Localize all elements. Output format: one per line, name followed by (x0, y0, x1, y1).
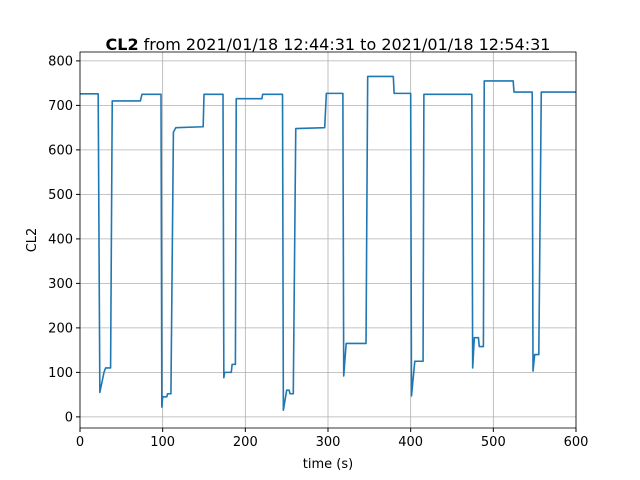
x-axis-label: time (s) (303, 457, 353, 472)
y-tick-label: 500 (48, 188, 73, 203)
x-tick-label: 500 (481, 435, 506, 450)
y-tick-label: 600 (48, 143, 73, 158)
y-tick-label: 700 (48, 99, 73, 114)
x-tick-label: 100 (150, 435, 175, 450)
y-axis-label: CL2 (25, 228, 40, 253)
title-rest: from 2021/01/18 12:44:31 to 2021/01/18 1… (144, 35, 551, 54)
data-line (80, 75, 576, 411)
x-tick-label: 0 (76, 435, 84, 450)
title-bold: CL2 (106, 35, 139, 54)
x-tick-label: 600 (564, 435, 589, 450)
y-tick-label: 300 (48, 277, 73, 292)
y-tick-label: 100 (48, 366, 73, 381)
chart-title: CL2 from 2021/01/18 12:44:31 to 2021/01/1… (106, 35, 551, 54)
plot-frame (79, 51, 577, 429)
x-tick-label: 200 (233, 435, 258, 450)
x-tick-label: 300 (316, 435, 341, 450)
x-tick-label: 400 (398, 435, 423, 450)
y-tick-label: 400 (48, 232, 73, 247)
y-tick-label: 200 (48, 321, 73, 336)
y-tick-label: 800 (48, 54, 73, 69)
y-tick-label: 0 (65, 410, 73, 425)
